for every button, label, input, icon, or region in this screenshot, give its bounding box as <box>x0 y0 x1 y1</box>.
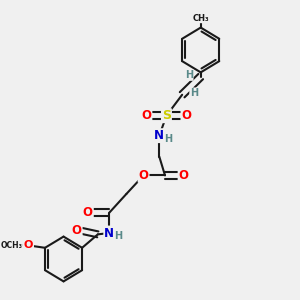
Text: OCH₃: OCH₃ <box>0 241 22 250</box>
Text: H: H <box>114 231 122 241</box>
Text: O: O <box>139 169 148 182</box>
Text: O: O <box>182 109 191 122</box>
Text: H: H <box>164 134 172 144</box>
Text: S: S <box>162 109 171 122</box>
Text: O: O <box>24 240 33 250</box>
Text: O: O <box>178 169 189 182</box>
Text: N: N <box>154 129 164 142</box>
Text: O: O <box>72 224 82 237</box>
Text: CH₃: CH₃ <box>192 14 209 22</box>
Text: O: O <box>141 109 152 122</box>
Text: H: H <box>190 88 198 98</box>
Text: H: H <box>185 70 193 80</box>
Text: O: O <box>83 206 93 219</box>
Text: N: N <box>104 226 114 239</box>
